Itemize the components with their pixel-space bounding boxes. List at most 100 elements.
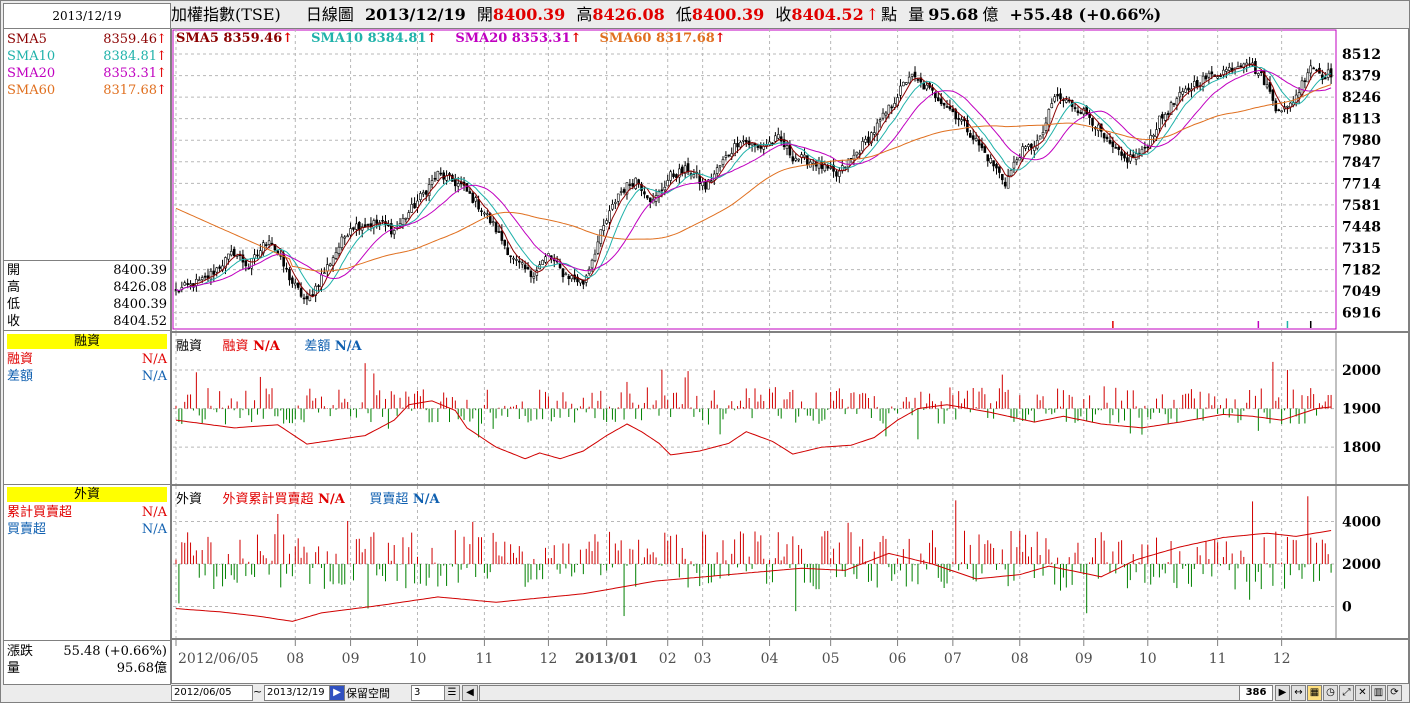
candle — [1225, 69, 1228, 72]
candle — [392, 230, 396, 235]
foreign-value: N/A — [141, 522, 167, 537]
ohlc-row: 低 8400.39 — [7, 296, 167, 313]
volume-value: 95.68億 — [116, 661, 167, 676]
candle — [506, 247, 509, 255]
price-chart[interactable]: 8512 8379 8246 8113 7980 7847 7714 7581 7448 7315… — [172, 29, 1408, 331]
candle — [669, 171, 672, 181]
candle — [648, 197, 652, 203]
candle — [439, 172, 443, 175]
candle — [355, 223, 358, 230]
candle — [1163, 114, 1167, 121]
candle — [264, 244, 268, 246]
bar-chart-icon[interactable]: ▥ — [1371, 685, 1386, 701]
candle — [1073, 107, 1077, 110]
candle — [992, 160, 995, 167]
candle — [910, 73, 914, 77]
quote-date: 2013/12/19 — [365, 5, 466, 24]
price-pane[interactable]: 8512 8379 8246 8113 7980 7847 7714 7581 7448 7315… — [171, 28, 1409, 332]
candle — [937, 97, 940, 102]
candle — [232, 248, 236, 257]
volume-value: 95.68 — [928, 5, 979, 24]
candle — [1108, 140, 1112, 144]
candle — [183, 282, 187, 286]
candle — [1242, 63, 1246, 69]
candle — [593, 253, 597, 262]
up-arrow-icon: ↑ — [156, 49, 167, 64]
up-arrow-icon: ↑ — [865, 5, 880, 24]
bar-count: 386 — [1239, 685, 1273, 701]
up-arrow-icon: ↑ — [426, 31, 438, 46]
candle — [561, 268, 565, 278]
apply-range-button[interactable]: ▶ — [329, 685, 345, 701]
candle — [867, 136, 870, 143]
candle — [1184, 88, 1187, 93]
candle — [1259, 71, 1263, 74]
ohlc-row: 收 8404.52 — [7, 313, 167, 330]
candle — [471, 192, 475, 203]
candle — [229, 251, 233, 256]
quote-header: 加權指數(TSE) 日線圖 2013/12/19 開8400.39 高8426.… — [171, 3, 1407, 27]
sma60-line — [175, 84, 1332, 272]
ohlc-row: 開 8400.39 — [7, 262, 167, 279]
y-tick-label: 8379 — [1342, 69, 1381, 85]
candle — [1143, 146, 1147, 149]
candle — [1018, 157, 1022, 161]
candle — [212, 270, 216, 275]
ohlc-label: 高 — [7, 280, 21, 295]
zoom-out-icon[interactable]: ↔ — [1291, 685, 1306, 701]
margin-pane[interactable]: 2000 1900 1800 融資 融資 N/A 差額 N/A — [171, 332, 1409, 485]
foreign-pane[interactable]: 4000 2000 0 外資 外資累計買賣超 N/A 買賣超 N/A — [171, 485, 1409, 639]
calendar-icon[interactable]: ▦ — [1307, 685, 1322, 701]
cumulative-line — [175, 530, 1332, 622]
candle — [829, 167, 832, 169]
reserve-space-input[interactable]: 3 — [411, 685, 445, 701]
settings-icon[interactable]: ☰ — [444, 685, 460, 701]
end-date-input[interactable]: 2013/12/19 — [264, 685, 330, 701]
candle — [1210, 71, 1214, 75]
sma-value: 8384.81 — [103, 49, 157, 64]
close-label: 收 — [775, 5, 792, 24]
margin-chart[interactable]: 2000 1900 1800 — [172, 333, 1408, 484]
candle — [1105, 136, 1109, 140]
candle — [902, 81, 905, 87]
candle — [544, 256, 547, 263]
volume-label: 量 — [908, 5, 925, 24]
candle — [1280, 110, 1283, 113]
foreign-chart[interactable]: 4000 2000 0 — [172, 486, 1408, 638]
candle — [637, 179, 640, 185]
clock-icon[interactable]: ◷ — [1323, 685, 1338, 701]
candle — [884, 112, 888, 116]
zoom-in-icon[interactable]: ⤢ — [1339, 685, 1354, 701]
start-date-input[interactable]: 2012/06/05 — [171, 685, 253, 701]
candle — [305, 296, 309, 300]
crosshair-icon[interactable]: ✕ — [1355, 685, 1370, 701]
sma-label: SMA60 — [7, 83, 56, 98]
candle — [1053, 96, 1056, 102]
candle — [334, 252, 338, 259]
candle — [197, 279, 201, 282]
candle — [401, 217, 405, 225]
candle — [1149, 135, 1152, 147]
candle — [1038, 135, 1042, 140]
candle — [904, 82, 908, 85]
sma-value: 8359.46 — [103, 32, 157, 47]
candle — [331, 257, 335, 266]
horizontal-scrollbar[interactable] — [479, 685, 1240, 701]
candle — [823, 163, 827, 171]
scroll-left-button[interactable]: ◀ — [462, 685, 478, 701]
refresh-icon[interactable]: ⟳ — [1387, 685, 1402, 701]
candle — [293, 282, 297, 286]
scroll-right-button[interactable]: ▶ — [1275, 685, 1290, 701]
foreign-label: 累計買賣超 — [7, 505, 73, 520]
x-tick-label: 11 — [475, 651, 493, 667]
y-tick-label: 7980 — [1342, 133, 1381, 149]
candle — [619, 191, 623, 193]
candle — [785, 145, 789, 149]
candle — [730, 153, 734, 157]
y-tick-label: 8246 — [1342, 90, 1381, 106]
candle — [643, 191, 646, 195]
candle — [1006, 175, 1010, 189]
candle — [363, 224, 367, 227]
candle — [715, 167, 719, 174]
